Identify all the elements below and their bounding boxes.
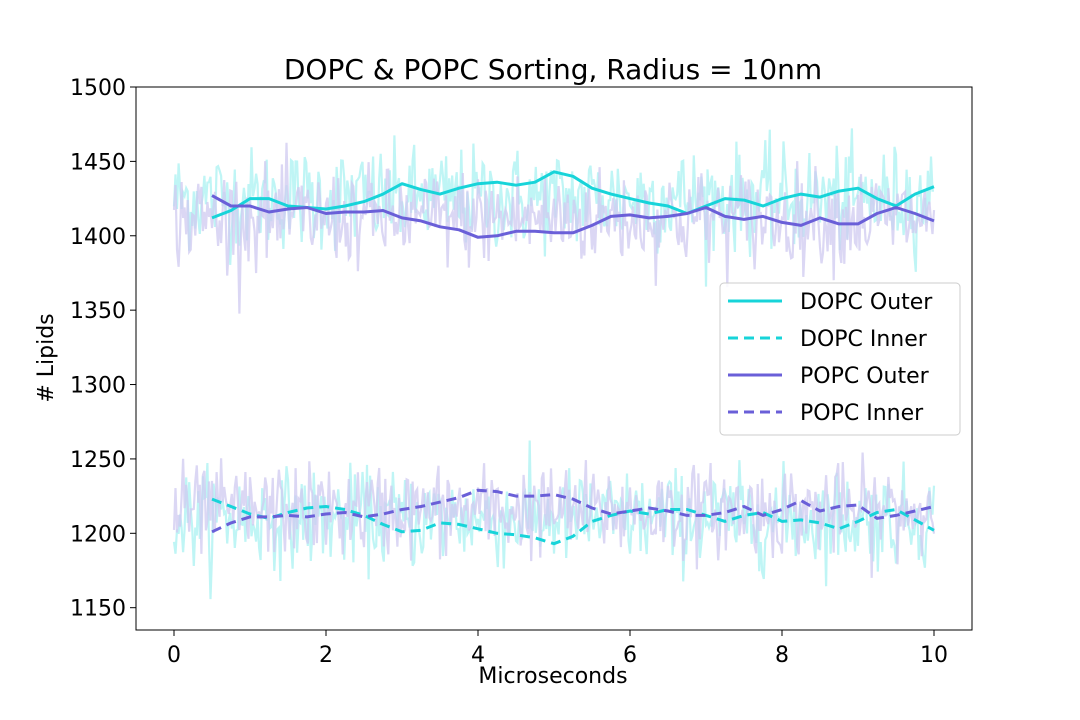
y-tick-label: 1350 [70, 299, 126, 324]
popc-inner-legend-label: POPC Inner [800, 401, 924, 426]
popc-outer-line [211, 194, 935, 239]
y-tick-label: 1400 [70, 225, 126, 250]
x-tick-label: 6 [623, 643, 637, 668]
popc-inner-line [211, 488, 935, 534]
chart-title: DOPC & POPC Sorting, Radius = 10nm [284, 53, 822, 86]
dopc-inner-line [211, 497, 935, 546]
y-tick-label: 1450 [70, 150, 126, 175]
x-axis-label: Microseconds [478, 664, 627, 689]
x-axis-ticks: 0 2 4 6 8 10 [167, 630, 948, 668]
dopc-outer-legend-label: DOPC Outer [800, 290, 933, 315]
popc-outer-legend-label: POPC Outer [800, 364, 930, 389]
y-axis-label: # Lipids [34, 313, 59, 402]
y-tick-label: 1500 [70, 76, 126, 101]
dopc-outer-line [211, 170, 935, 220]
x-tick-label: 8 [775, 643, 789, 668]
legend: DOPC Outer DOPC Inner POPC Outer POPC Inner [719, 282, 961, 436]
legend-box [719, 282, 961, 436]
popc-outer-raw-trace [172, 142, 936, 314]
y-tick-label: 1250 [70, 448, 126, 473]
series-lines [211, 170, 935, 546]
y-tick-label: 1300 [70, 374, 126, 399]
x-tick-label: 4 [471, 643, 485, 668]
y-tick-label: 1150 [70, 597, 126, 622]
dopc-inner-legend-label: DOPC Inner [800, 327, 928, 352]
y-axis-ticks: 1150 1200 1250 1300 1350 1400 1450 1500 [70, 76, 136, 622]
x-tick-label: 0 [167, 643, 181, 668]
plot-frame [135, 86, 973, 631]
x-tick-label: 10 [920, 643, 948, 668]
y-tick-label: 1200 [70, 522, 126, 547]
x-tick-label: 2 [319, 643, 333, 668]
